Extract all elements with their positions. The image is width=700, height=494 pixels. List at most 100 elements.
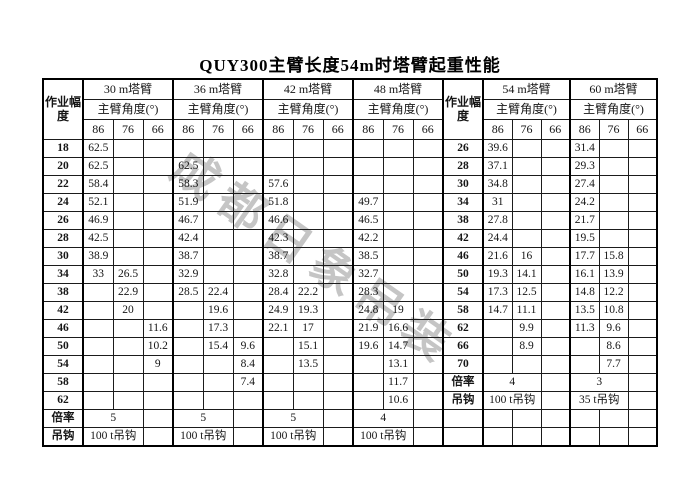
- capacity-cell: [262, 391, 294, 410]
- radius-cell: 34: [42, 265, 84, 284]
- capacity-cell: 9: [142, 355, 174, 374]
- capacity-cell: [412, 229, 444, 248]
- angle-header: 主臂角度(°): [569, 99, 658, 120]
- capacity-cell: [322, 247, 354, 266]
- capacity-cell: [322, 265, 354, 284]
- capacity-cell: [322, 211, 354, 230]
- capacity-cell: [482, 319, 513, 338]
- capacity-cell: 58.4: [82, 175, 114, 194]
- capacity-cell: [262, 157, 294, 176]
- capacity-cell: 9.9: [511, 319, 542, 338]
- capacity-cell: 51.9: [172, 193, 204, 212]
- capacity-cell: 9.6: [598, 319, 629, 338]
- empty-cell: [482, 427, 513, 447]
- capacity-cell: [540, 229, 571, 248]
- capacity-cell: 62.5: [82, 157, 114, 176]
- radius-cell: 46: [442, 247, 484, 266]
- capacity-cell: [352, 391, 384, 410]
- capacity-cell: 24.4: [482, 229, 513, 248]
- capacity-cell: 14.1: [511, 265, 542, 284]
- empty-cell: [569, 409, 600, 428]
- capacity-cell: [232, 301, 264, 320]
- capacity-cell: [142, 175, 174, 194]
- capacity-cell: 22.1: [262, 319, 294, 338]
- capacity-cell: 21.7: [569, 211, 600, 230]
- radius-cell: 66: [442, 337, 484, 356]
- capacity-cell: [202, 175, 234, 194]
- capacity-cell: [598, 139, 629, 158]
- rate-label: 倍率: [42, 409, 84, 428]
- capacity-cell: [142, 229, 174, 248]
- angle-value-header: 86: [172, 119, 204, 140]
- empty-cell: [627, 391, 658, 410]
- capacity-cell: [627, 175, 658, 194]
- capacity-cell: [382, 139, 414, 158]
- rate-cell: 4: [482, 373, 542, 392]
- angle-header: 主臂角度(°): [482, 99, 571, 120]
- capacity-cell: [202, 265, 234, 284]
- capacity-cell: 13.9: [598, 265, 629, 284]
- capacity-cell: 31.4: [569, 139, 600, 158]
- radius-cell: 30: [42, 247, 84, 266]
- rate-cell: 5: [262, 409, 324, 428]
- capacity-cell: 15.8: [598, 247, 629, 266]
- empty-cell: [142, 409, 174, 428]
- capacity-cell: [82, 283, 114, 302]
- capacity-cell: [322, 283, 354, 302]
- radius-cell: 38: [42, 283, 84, 302]
- radius-cell: 46: [42, 319, 84, 338]
- capacity-cell: [82, 373, 114, 392]
- empty-cell: [412, 427, 444, 447]
- capacity-cell: 42.3: [262, 229, 294, 248]
- angle-value-header: 86: [352, 119, 384, 140]
- capacity-cell: [232, 229, 264, 248]
- capacity-cell: [232, 391, 264, 410]
- capacity-cell: [292, 229, 324, 248]
- capacity-cell: [292, 157, 324, 176]
- capacity-cell: [598, 175, 629, 194]
- capacity-cell: [382, 193, 414, 212]
- capacity-cell: [142, 139, 174, 158]
- capacity-cell: [172, 373, 204, 392]
- capacity-cell: 9.6: [232, 337, 264, 356]
- capacity-cell: [511, 157, 542, 176]
- capacity-cell: [142, 301, 174, 320]
- capacity-cell: 27.8: [482, 211, 513, 230]
- jib-section-header: 30 m塔臂: [82, 78, 174, 100]
- capacity-cell: 15.1: [292, 337, 324, 356]
- radius-header: 作业幅度: [442, 78, 484, 140]
- capacity-cell: 19.6: [352, 337, 384, 356]
- hook-cell: 100 t吊钩: [172, 427, 234, 447]
- empty-cell: [142, 427, 174, 447]
- capacity-cell: 13.5: [569, 301, 600, 320]
- capacity-cell: [412, 301, 444, 320]
- capacity-cell: [540, 175, 571, 194]
- radius-cell: 70: [442, 355, 484, 374]
- capacity-cell: [262, 337, 294, 356]
- capacity-cell: 34.8: [482, 175, 513, 194]
- empty-cell: [540, 373, 571, 392]
- capacity-cell: 7.7: [598, 355, 629, 374]
- angle-value-header: 66: [627, 119, 658, 140]
- capacity-cell: [142, 211, 174, 230]
- radius-cell: 34: [442, 193, 484, 212]
- capacity-cell: [202, 391, 234, 410]
- capacity-cell: [322, 391, 354, 410]
- capacity-cell: [292, 373, 324, 392]
- capacity-cell: 31: [482, 193, 513, 212]
- capacity-cell: [598, 193, 629, 212]
- empty-cell: [627, 373, 658, 392]
- capacity-cell: 62.5: [172, 157, 204, 176]
- capacity-cell: [540, 157, 571, 176]
- capacity-cell: 46.6: [262, 211, 294, 230]
- angle-value-header: 76: [292, 119, 324, 140]
- capacity-cell: 11.3: [569, 319, 600, 338]
- capacity-cell: [232, 283, 264, 302]
- capacity-cell: [382, 157, 414, 176]
- capacity-cell: [511, 175, 542, 194]
- capacity-cell: 17.3: [482, 283, 513, 302]
- empty-cell: [627, 427, 658, 447]
- capacity-cell: [627, 193, 658, 212]
- hook-cell: 100 t吊钩: [82, 427, 144, 447]
- capacity-cell: [202, 247, 234, 266]
